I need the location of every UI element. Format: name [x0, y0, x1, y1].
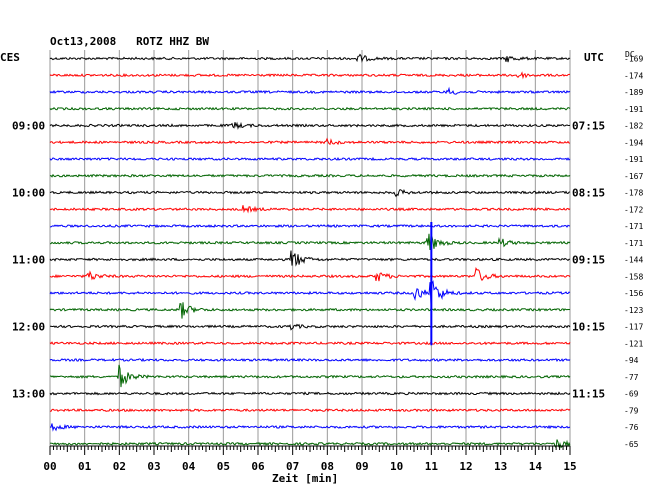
trace-row	[49, 188, 571, 198]
right-time-label: 10:15	[572, 321, 605, 334]
dc-value: -182	[624, 122, 643, 131]
x-tick-label: 11	[425, 460, 439, 473]
right-time-label: 09:15	[572, 254, 605, 267]
dc-value: -117	[624, 323, 643, 332]
dc-value: -171	[624, 239, 643, 248]
left-time-label: 12:00	[12, 321, 45, 334]
x-tick-label: 14	[529, 460, 543, 473]
trace-row	[49, 357, 571, 363]
dc-value: -76	[624, 423, 639, 432]
dc-value: -194	[624, 138, 643, 147]
x-tick-label: 10	[390, 460, 403, 473]
right-zone-label: UTC	[584, 51, 604, 64]
x-tick-label: 00	[43, 460, 56, 473]
left-time-label: 11:00	[12, 254, 45, 267]
dc-value: -94	[624, 356, 639, 365]
dc-value: -69	[624, 390, 639, 399]
x-tick-label: 03	[147, 460, 160, 473]
dc-value: -79	[624, 406, 639, 415]
left-zone-label: CES	[0, 51, 20, 64]
dc-value: -121	[624, 339, 643, 348]
dc-value: -65	[624, 440, 639, 449]
trace-row	[49, 439, 571, 449]
trace-row	[49, 106, 571, 111]
left-time-label: 09:00	[12, 120, 45, 133]
right-time-label: 08:15	[572, 187, 605, 200]
dc-value-labels: -169 -174 -189 -191 -182 -194 -191 -167 -178 -172…	[624, 55, 643, 449]
chart-title: Oct13,2008 ROTZ HHZ BW	[50, 35, 209, 48]
trace-row	[49, 364, 571, 388]
x-tick-label: 12	[459, 460, 472, 473]
trace-row	[49, 250, 570, 267]
x-axis: 00 01 02 03 04 05 06 07 08 09 10 11 12 13 14 15	[43, 445, 577, 473]
dc-value: -189	[624, 88, 643, 97]
x-tick-label: 04	[182, 460, 196, 473]
right-time-labels: 07:15 08:15 09:15 10:15 11:15	[572, 120, 605, 401]
trace-row	[49, 205, 571, 214]
trace-row	[50, 323, 571, 331]
x-axis-label: Zeit [min]	[272, 472, 338, 485]
trace-row	[49, 423, 571, 432]
left-time-label: 13:00	[12, 388, 45, 401]
trace-row	[49, 137, 571, 146]
dc-value: -191	[624, 155, 643, 164]
trace-row	[49, 156, 571, 162]
x-tick-label: 02	[113, 460, 126, 473]
trace-row	[49, 86, 571, 95]
x-tick-label: 09	[355, 460, 368, 473]
trace-row	[49, 121, 571, 130]
right-time-label: 07:15	[572, 120, 605, 133]
trace-row	[49, 302, 571, 319]
trace-row	[49, 408, 571, 413]
dc-value: -171	[624, 222, 643, 231]
dc-value: -158	[624, 272, 643, 281]
dc-value: -167	[624, 172, 643, 181]
trace-row	[49, 173, 571, 178]
dc-value: -144	[624, 256, 643, 265]
dc-value: -123	[624, 306, 643, 315]
dc-value: -172	[624, 205, 643, 214]
x-tick-label: 13	[494, 460, 507, 473]
x-tick-label: 07	[286, 460, 299, 473]
trace-row	[49, 267, 571, 282]
dc-label: DC	[625, 50, 635, 59]
left-time-labels: 09:00 10:00 11:00 12:00 13:00	[12, 120, 45, 401]
dc-value: -169	[624, 55, 643, 64]
dc-value: -77	[624, 373, 639, 382]
dc-value: -156	[624, 289, 643, 298]
trace-row	[49, 341, 571, 346]
x-tick-label: 15	[563, 460, 576, 473]
dc-value: -191	[624, 105, 643, 114]
dc-value: -178	[624, 189, 643, 198]
trace-row	[50, 223, 570, 229]
trace-row	[49, 53, 571, 63]
minute-gridlines	[49, 50, 571, 446]
trace-row	[49, 391, 571, 396]
trace-row	[49, 233, 571, 251]
left-time-label: 10:00	[12, 187, 45, 200]
x-tick-label: 06	[251, 460, 265, 473]
dc-value: -174	[624, 71, 643, 80]
trace-lines	[49, 53, 571, 449]
right-time-label: 11:15	[572, 388, 605, 401]
x-tick-label: 01	[78, 460, 92, 473]
x-tick-label: 05	[217, 460, 230, 473]
trace-row	[49, 71, 570, 80]
trace-row	[49, 280, 571, 305]
x-tick-label: 08	[321, 460, 334, 473]
